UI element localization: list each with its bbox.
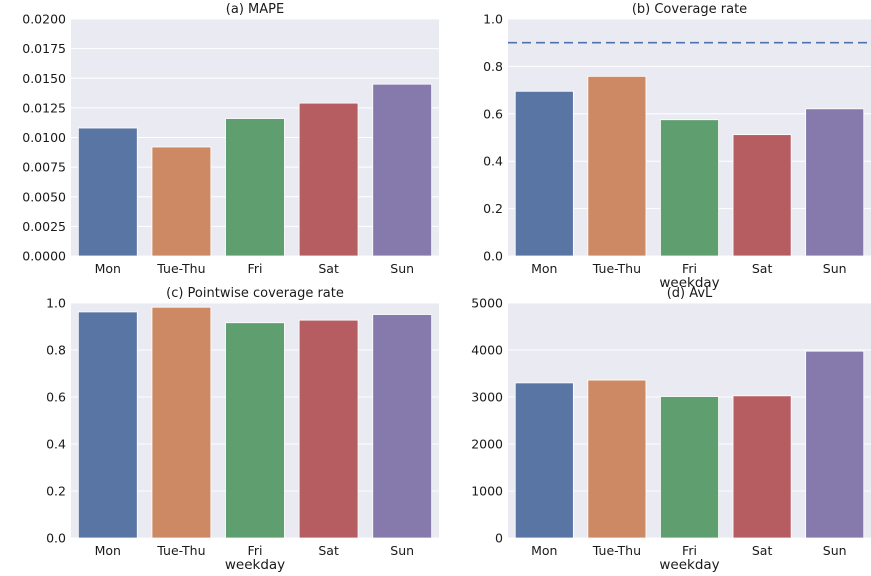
x-axis-label: weekday bbox=[659, 275, 719, 291]
y-tick-label: 1.0 bbox=[483, 12, 503, 27]
y-tick-label: 0.2 bbox=[46, 484, 66, 499]
y-tick-label: 0.0125 bbox=[22, 100, 66, 115]
bar-mon bbox=[514, 382, 574, 539]
y-tick-label: 0.4 bbox=[46, 437, 66, 452]
subplot-4: 0 1000 2000 3000 4000 5000 Mon Tue-Thu Fri Sat Sun… bbox=[471, 286, 871, 573]
bar-sat bbox=[298, 319, 359, 539]
x-tick-label: Mon bbox=[531, 261, 557, 276]
x-tick-label: Mon bbox=[95, 261, 121, 276]
bar-sat bbox=[732, 134, 792, 257]
bar-tue-thu bbox=[587, 379, 647, 539]
y-tick-label: 4000 bbox=[471, 343, 503, 358]
x-tick-label: Fri bbox=[248, 543, 263, 558]
x-tick-label: Sat bbox=[318, 261, 339, 276]
y-tick-label: 0.0075 bbox=[22, 160, 66, 175]
x-tick-label: Tue-Thu bbox=[592, 261, 641, 276]
subplot-title: (d) AvL bbox=[667, 286, 713, 301]
y-tick-label: 0.0150 bbox=[22, 71, 66, 86]
bar-sun bbox=[372, 314, 433, 539]
x-tick-label: Sat bbox=[752, 543, 773, 558]
y-tick-label: 0.2 bbox=[483, 201, 503, 216]
subplot-3: 0.0 0.2 0.4 0.6 0.8 1.0 Mon Tue-Thu Fri Sat Sun wee… bbox=[46, 286, 439, 573]
y-tick-label: 0.0100 bbox=[22, 130, 66, 145]
x-tick-label: Tue-Thu bbox=[592, 543, 641, 558]
y-tick-label: 1.0 bbox=[46, 296, 66, 311]
bar-mon bbox=[77, 127, 138, 257]
bar-mon bbox=[77, 311, 138, 539]
y-tick-label: 0.0000 bbox=[22, 249, 66, 264]
y-tick-label: 0 bbox=[495, 531, 503, 546]
subplot-title: (c) Pointwise coverage rate bbox=[166, 286, 344, 301]
bar-fri bbox=[225, 118, 285, 257]
y-tick-label: 0.4 bbox=[483, 154, 503, 169]
y-tick-label: 5000 bbox=[471, 296, 503, 311]
y-tick-label: 3000 bbox=[471, 390, 503, 405]
bar-sun bbox=[805, 350, 865, 539]
x-tick-label: Sat bbox=[318, 543, 339, 558]
x-axis-label: weekday bbox=[659, 557, 719, 573]
bar-sun bbox=[805, 108, 865, 257]
subplot-title: (a) MAPE bbox=[226, 2, 284, 17]
subplot-1: 0.0000 0.0025 0.0050 0.0075 0.0100 0.0125 0.01… bbox=[22, 2, 439, 276]
x-tick-label: Fri bbox=[248, 261, 263, 276]
bar-fri bbox=[660, 119, 719, 257]
bar-sat bbox=[298, 102, 359, 257]
bar-tue-thu bbox=[151, 306, 212, 539]
x-tick-label: Fri bbox=[682, 543, 697, 558]
bar-fri bbox=[225, 322, 285, 539]
x-tick-label: Sun bbox=[823, 543, 847, 558]
y-tick-label: 0.8 bbox=[46, 343, 66, 358]
y-tick-label: 0.6 bbox=[483, 106, 503, 121]
y-tick-label: 0.0200 bbox=[22, 12, 66, 27]
x-tick-label: Sun bbox=[823, 261, 847, 276]
bar-mon bbox=[514, 90, 574, 257]
x-tick-label: Sun bbox=[390, 543, 414, 558]
x-tick-label: Fri bbox=[682, 261, 697, 276]
subplot-2: 0.0 0.2 0.4 0.6 0.8 1.0 Mon Tue-Thu Fri Sat Sun wee… bbox=[483, 2, 871, 291]
bar-tue-thu bbox=[587, 75, 647, 257]
bar-sat bbox=[732, 395, 792, 539]
y-tick-label: 0.0025 bbox=[22, 219, 66, 234]
y-tick-label: 1000 bbox=[471, 484, 503, 499]
subplot-title: (b) Coverage rate bbox=[632, 2, 747, 17]
x-tick-label: Mon bbox=[95, 543, 121, 558]
y-tick-label: 0.0175 bbox=[22, 41, 66, 56]
y-tick-label: 0.0 bbox=[46, 531, 66, 546]
x-tick-label: Tue-Thu bbox=[156, 543, 205, 558]
x-tick-label: Tue-Thu bbox=[156, 261, 205, 276]
y-tick-label: 0.0050 bbox=[22, 189, 66, 204]
bar-fri bbox=[660, 396, 719, 539]
x-tick-label: Sat bbox=[752, 261, 773, 276]
y-tick-label: 0.6 bbox=[46, 390, 66, 405]
y-tick-label: 0.8 bbox=[483, 59, 503, 74]
x-tick-label: Sun bbox=[390, 261, 414, 276]
x-axis-label: weekday bbox=[225, 557, 285, 573]
y-tick-label: 2000 bbox=[471, 437, 503, 452]
x-tick-label: Mon bbox=[531, 543, 557, 558]
bar-tue-thu bbox=[151, 146, 212, 257]
bar-sun bbox=[372, 83, 433, 257]
y-tick-label: 0.0 bbox=[483, 249, 503, 264]
